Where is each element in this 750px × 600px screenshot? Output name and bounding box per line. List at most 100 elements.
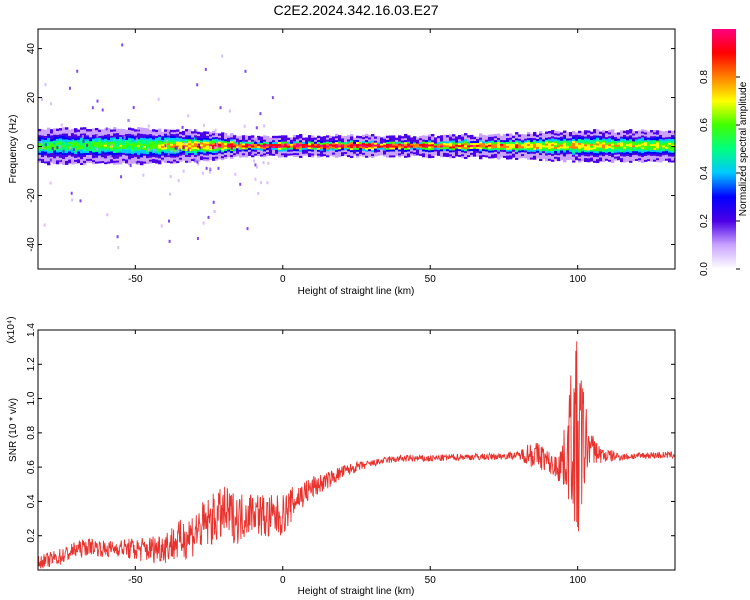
spectrogram-cell — [53, 149, 57, 153]
spectrogram-cell — [230, 154, 234, 157]
spectrogram-cell — [557, 150, 561, 154]
spectrogram-cell — [671, 138, 675, 141]
spectrogram-cell — [116, 138, 120, 141]
spectrogram-cell — [203, 158, 207, 162]
spectrogram-cell — [143, 155, 147, 158]
spectrogram-cell — [482, 152, 486, 156]
spectrogram-cell — [455, 152, 459, 155]
spectrogram-cell — [617, 138, 621, 141]
spectrogram-cell — [587, 152, 591, 155]
spectrogram-cell — [557, 133, 561, 136]
spectrogram-cell — [86, 160, 90, 163]
spectrogram-cell — [566, 147, 570, 151]
spectrogram-cell — [353, 145, 357, 148]
spectrogram-cell — [128, 133, 132, 136]
spectrogram-cell — [548, 131, 552, 134]
spectrogram-cell — [494, 135, 498, 139]
spectrogram-x-tick-label: 50 — [425, 274, 437, 285]
spectrogram-cell — [67, 156, 70, 160]
spectrogram-cell — [41, 148, 45, 152]
spectrogram-cell — [113, 142, 117, 146]
spectrogram-cell — [101, 129, 105, 132]
spectrogram-cell — [656, 146, 660, 149]
spectrogram-cell — [110, 151, 114, 154]
spectrogram-cell — [44, 135, 48, 138]
spectrogram-cell — [539, 144, 543, 148]
spectrogram-cell — [329, 143, 333, 146]
spectrogram-cell — [254, 147, 258, 150]
spectrogram-cell — [164, 150, 168, 154]
spectrogram-cell — [650, 135, 654, 139]
spectrogram-cell — [473, 146, 477, 149]
spectrogram-cell — [482, 138, 486, 142]
spectrogram-cell — [245, 155, 249, 158]
spectrogram-cell — [253, 159, 256, 163]
spectrogram-cell — [188, 148, 192, 152]
spectrogram-cell — [365, 145, 369, 148]
spectrogram-cell — [107, 127, 111, 131]
spectrogram-cell — [368, 142, 372, 146]
spectrogram-cell — [53, 146, 57, 149]
spectrogram-cell — [332, 152, 336, 155]
spectrogram-cell — [80, 137, 84, 140]
spectrogram-cell — [638, 155, 642, 159]
spectrogram-cell — [551, 133, 555, 137]
spectrogram-cell — [569, 143, 573, 147]
spectrogram-cell — [218, 153, 222, 156]
spectrogram-cell — [176, 131, 180, 134]
spectrogram-cell — [272, 149, 276, 152]
spectrogram-cell — [470, 150, 474, 153]
spectrogram-cell — [398, 139, 402, 142]
spectrogram-cell — [500, 137, 504, 140]
spectrogram-cell — [398, 151, 402, 154]
spectrogram-cell — [182, 169, 185, 173]
spectrogram-cell — [262, 161, 265, 165]
spectrogram-cell — [44, 157, 48, 160]
spectrogram-cell — [215, 132, 219, 136]
spectrogram-cell — [479, 154, 483, 158]
spectrogram-cell — [77, 158, 81, 162]
spectrogram-cell — [605, 154, 609, 157]
spectrogram-cell — [518, 140, 522, 143]
spectrogram-cell — [596, 150, 600, 154]
spectrogram-cell — [542, 144, 546, 148]
spectrogram-cell — [578, 154, 582, 157]
spectrogram-cell — [185, 136, 189, 140]
spectrogram-cell — [137, 146, 141, 150]
spectrogram-cell — [185, 148, 189, 151]
spectrogram-cell — [155, 129, 159, 133]
spectrogram-cell — [147, 124, 150, 128]
spectrogram-cell — [491, 138, 495, 141]
spectrogram-cell — [149, 161, 153, 164]
spectrogram-cell — [68, 129, 72, 132]
spectrogram-cell — [662, 148, 666, 152]
spectrogram-cell — [341, 138, 345, 141]
spectrogram-cell — [188, 152, 192, 156]
spectrogram-cell — [515, 139, 519, 143]
spectrogram-cell — [596, 133, 600, 136]
spectrogram-cell — [284, 135, 288, 138]
spectrogram-cell — [50, 136, 54, 140]
spectrogram-cell — [152, 137, 156, 140]
spectrogram-cell — [608, 145, 612, 149]
spectrogram-cell — [227, 153, 231, 156]
spectrogram-cell — [230, 133, 234, 136]
spectrogram-cell — [174, 146, 177, 150]
spectrogram-cell — [611, 158, 615, 162]
spectrogram-cell — [152, 156, 156, 160]
spectrogram-cell — [479, 149, 483, 152]
spectrogram-cell — [437, 135, 441, 139]
spectrogram-cell — [290, 149, 294, 152]
spectrogram-cell — [237, 141, 240, 145]
spectrogram-cell — [626, 139, 630, 143]
spectrogram-cell — [569, 153, 573, 156]
spectrogram-cell — [185, 142, 189, 146]
spectrogram-cell — [581, 145, 585, 148]
spectrogram-cell — [278, 145, 282, 148]
spectrogram-cell — [134, 160, 138, 163]
spectrogram-cell — [449, 138, 453, 141]
spectrogram-cell — [473, 142, 477, 145]
spectrogram-cell — [656, 138, 660, 141]
spectrogram-cell — [653, 131, 657, 135]
spectrogram-cell — [293, 140, 297, 144]
